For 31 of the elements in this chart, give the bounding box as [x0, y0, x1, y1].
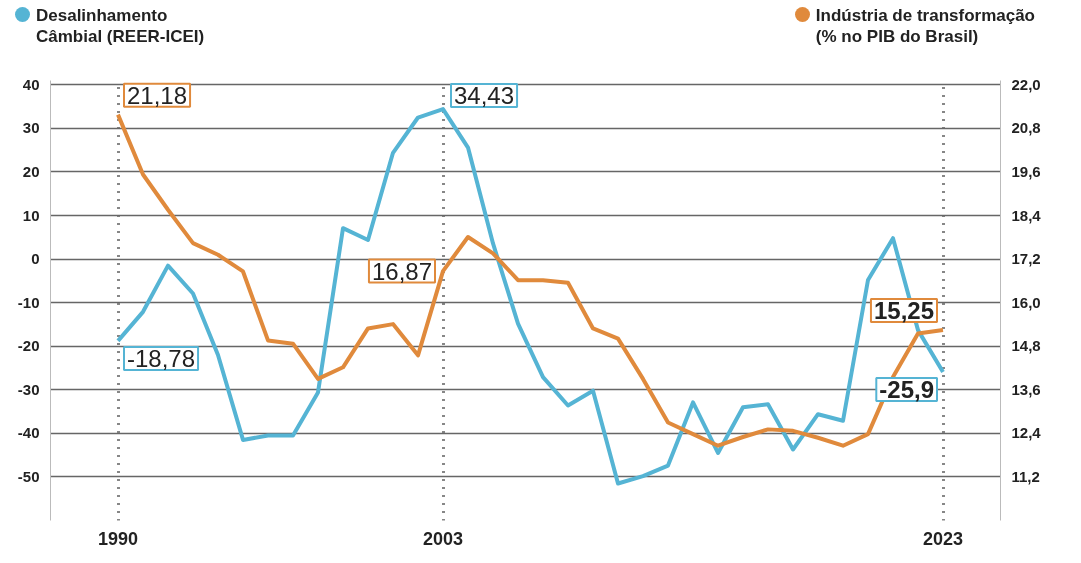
- y2-tick-label: 20,8: [1011, 119, 1041, 137]
- x-tick-label: 2003: [422, 528, 464, 549]
- y-tick-label: 0: [31, 250, 40, 268]
- y-tick-label: 30: [22, 119, 40, 137]
- x-tick-label: 2023: [922, 528, 964, 549]
- y2-tick-label: 16,0: [1011, 293, 1041, 311]
- data-label: 15,25: [873, 296, 934, 324]
- legend-label: Desalinhamento Câmbial (REER-ICEI): [36, 5, 205, 47]
- data-label: 34,43: [454, 82, 515, 110]
- y2-tick-label: 19,6: [1011, 162, 1041, 180]
- legend-label: Indústria de transformação (% no PIB do Brasil): [815, 5, 1035, 47]
- data-label: -25,9: [879, 375, 934, 403]
- y-tick-label: 20: [22, 162, 40, 180]
- y2-tick-label: 22,0: [1011, 75, 1041, 93]
- y2-tick-label: 12,4: [1011, 424, 1042, 442]
- data-label: 16,87: [371, 257, 432, 285]
- y-tick-label: -10: [17, 293, 40, 311]
- y2-tick-label: 14,8: [1011, 337, 1041, 355]
- y-tick-label: -50: [17, 467, 40, 485]
- y-tick-label: -40: [17, 424, 40, 442]
- y2-tick-label: 13,6: [1011, 380, 1041, 398]
- y2-tick-label: 17,2: [1011, 250, 1041, 268]
- x-tick-label: 1990: [97, 528, 139, 549]
- data-label: -18,78: [127, 344, 196, 372]
- y2-tick-label: 18,4: [1011, 206, 1042, 224]
- data-label: 21,18: [127, 81, 188, 109]
- y2-tick-label: 11,2: [1011, 467, 1040, 485]
- y-tick-label: -20: [17, 337, 40, 355]
- y-tick-label: -30: [17, 380, 40, 398]
- y-tick-label: 10: [22, 206, 40, 224]
- y-tick-label: 40: [22, 75, 40, 93]
